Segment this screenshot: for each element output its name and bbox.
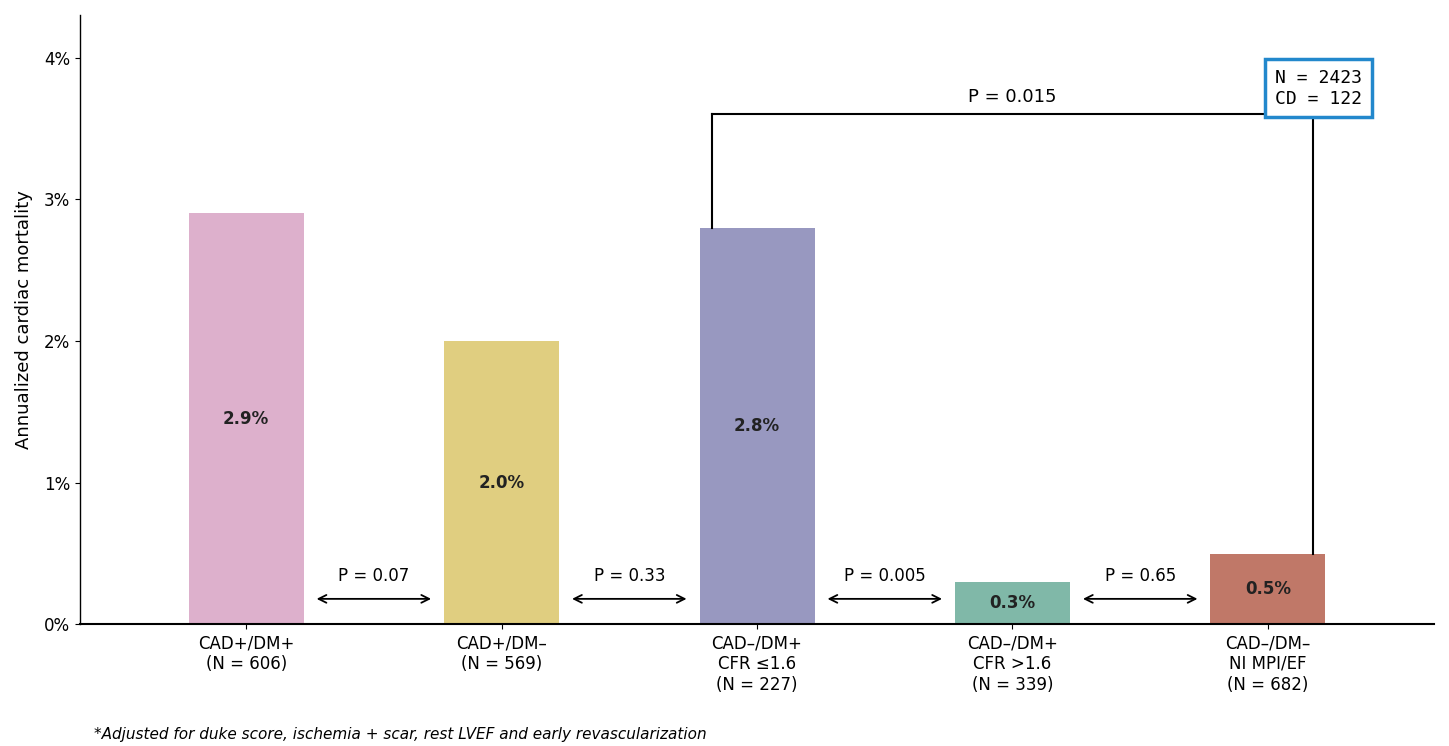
Bar: [188, 213, 304, 624]
Text: 2.0%: 2.0%: [478, 474, 525, 492]
Text: P = 0.005: P = 0.005: [843, 567, 926, 585]
Bar: [443, 341, 559, 624]
Text: *Adjusted for duke score, ischemia + scar, rest LVEF and early revascularization: *Adjusted for duke score, ischemia + sca…: [94, 727, 707, 742]
Text: N = 2423
CD = 122: N = 2423 CD = 122: [1275, 69, 1362, 107]
Text: P = 0.07: P = 0.07: [338, 567, 410, 585]
Bar: [1210, 554, 1326, 624]
Text: P = 0.33: P = 0.33: [594, 567, 665, 585]
Text: 0.3%: 0.3%: [990, 594, 1036, 612]
Text: 2.8%: 2.8%: [735, 417, 780, 435]
Bar: [700, 228, 814, 624]
Text: P = 0.015: P = 0.015: [968, 88, 1056, 106]
Y-axis label: Annualized cardiac mortality: Annualized cardiac mortality: [14, 190, 33, 449]
Text: P = 0.65: P = 0.65: [1104, 567, 1175, 585]
Bar: [955, 582, 1069, 624]
Text: 0.5%: 0.5%: [1245, 580, 1291, 598]
Text: 2.9%: 2.9%: [223, 410, 270, 428]
